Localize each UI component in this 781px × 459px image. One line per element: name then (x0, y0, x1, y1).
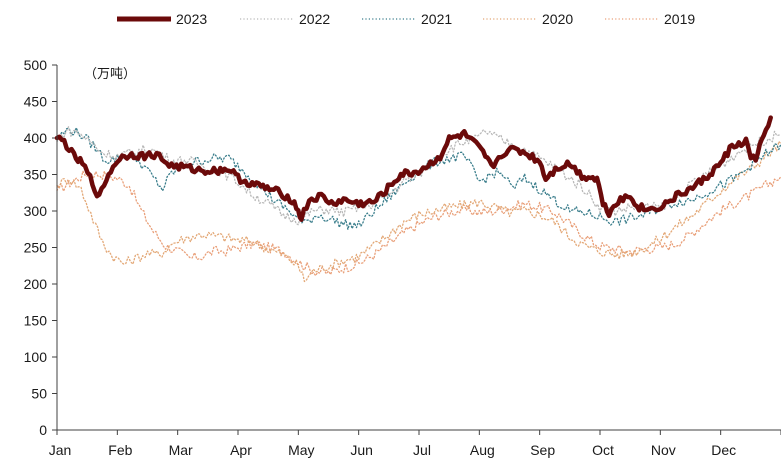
y-tick-label: 50 (31, 386, 47, 402)
legend-label-2023: 2023 (176, 11, 207, 27)
x-tick-label: Sep (530, 442, 555, 458)
legend-label-2021: 2021 (421, 11, 452, 27)
x-axis-ticks: Jan Feb Mar Apr May Jun Jul Aug Sep Oct Nov Dec (49, 430, 781, 458)
x-tick-label: Jan (49, 442, 72, 458)
y-axis-ticks: 0 50 100 150 200 250 300 350 400 450 500 (24, 57, 57, 438)
y-tick-label: 0 (39, 422, 47, 438)
y-tick-label: 400 (24, 130, 48, 146)
y-tick-label: 450 (24, 94, 48, 110)
x-tick-label: Nov (651, 442, 676, 458)
series-line-2020 (56, 140, 781, 283)
legend: 2023 2022 2021 2020 2019 (117, 11, 695, 27)
x-tick-label: May (288, 442, 314, 458)
series-layer (54, 115, 781, 283)
y-tick-label: 200 (24, 276, 48, 292)
y-tick-label: 150 (24, 313, 48, 329)
series-line-2019 (56, 170, 781, 277)
x-tick-label: Mar (169, 442, 193, 458)
y-tick-label: 500 (24, 57, 48, 73)
x-tick-label: Apr (230, 442, 252, 458)
unit-label: （万吨） (84, 66, 136, 81)
y-tick-label: 300 (24, 203, 48, 219)
x-tick-label: Feb (108, 442, 132, 458)
series-line-2023 (54, 115, 773, 222)
legend-label-2019: 2019 (664, 11, 695, 27)
x-tick-label: Oct (592, 442, 614, 458)
y-tick-label: 100 (24, 349, 48, 365)
legend-label-2020: 2020 (542, 11, 573, 27)
x-tick-label: Jun (350, 442, 373, 458)
y-tick-label: 350 (24, 167, 48, 183)
y-tick-label: 250 (24, 240, 48, 256)
x-tick-label: Dec (711, 442, 736, 458)
x-tick-label: Aug (470, 442, 495, 458)
series-line-2021 (56, 127, 781, 231)
x-tick-label: Jul (413, 442, 431, 458)
legend-label-2022: 2022 (299, 11, 330, 27)
